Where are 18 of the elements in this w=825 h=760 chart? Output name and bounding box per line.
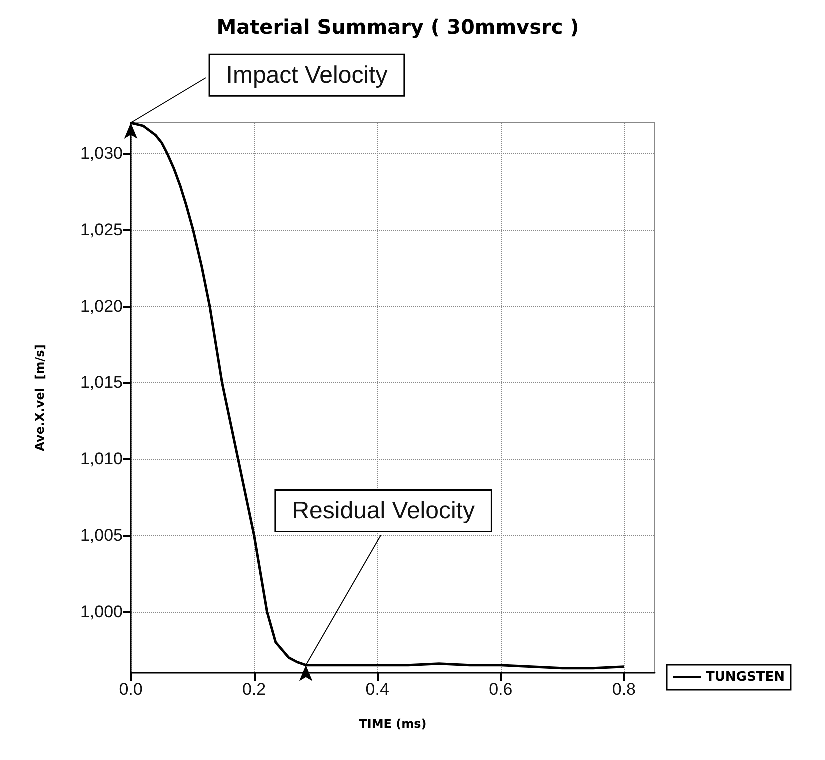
chart-title: Material Summary ( 30mmvsrc )	[216, 15, 580, 39]
y-tick-label: 1,000	[80, 602, 123, 622]
annotation: Impact Velocity	[226, 62, 388, 89]
y-tick-label: 1,030	[80, 144, 123, 164]
y-tick-label: 1,020	[80, 296, 123, 316]
x-tick-label: 0.4	[366, 680, 390, 699]
x-axis-title: TIME (ms)	[359, 717, 427, 731]
y-tick-label: 1,010	[80, 450, 123, 469]
y-tick-label: 1,005	[80, 526, 123, 545]
x-tick-label: 0.2	[242, 680, 266, 699]
x-tick-label: 0.6	[489, 680, 513, 699]
y-tick-label: 1,015	[80, 373, 123, 392]
y-axis-title: Ave.X.vel [m/s]	[33, 344, 47, 452]
x-tick-label: 0.0	[119, 680, 143, 699]
y-tick-label: 1,025	[80, 220, 123, 240]
legend-label: TUNGSTEN	[706, 670, 785, 685]
annotation: Residual Velocity	[292, 498, 475, 525]
x-tick-label: 0.8	[612, 680, 636, 699]
